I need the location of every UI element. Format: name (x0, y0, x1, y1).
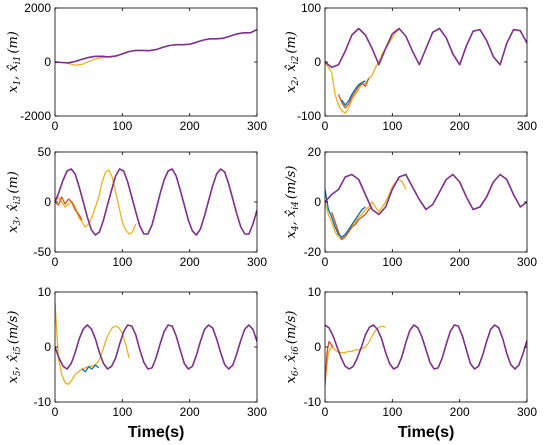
x-tick-label: 0 (322, 255, 329, 269)
x-tick-label: 100 (112, 255, 132, 269)
axes-box (324, 151, 528, 253)
y-tick-label: 100 (301, 1, 321, 15)
x-tick-label: 0 (52, 405, 59, 419)
x-tick-label: 200 (180, 405, 200, 419)
series-line-true_state (325, 27, 527, 69)
x-tick-label: 300 (517, 405, 537, 419)
x-axis-label: Time(s) (398, 424, 455, 441)
y-tick-label: -100 (297, 109, 321, 123)
y-axis-label: x2, x̂i2(m) (284, 31, 301, 93)
series-group (55, 302, 257, 386)
y-tick-label: 0 (314, 195, 321, 209)
series-line-true_state (325, 324, 527, 370)
axes-box (54, 7, 258, 117)
axes-box (54, 151, 258, 253)
y-axis-label: x1, x̂i1(m) (6, 31, 23, 93)
y-tick-label: 20 (308, 145, 322, 159)
series-line-estimate_1 (55, 302, 130, 386)
x-tick-label: 100 (382, 119, 402, 133)
series-line-estimate_1 (55, 169, 137, 235)
x-tick-label: 0 (52, 255, 59, 269)
series-line-estimate_1 (325, 325, 386, 381)
y-tick-label: -20 (304, 245, 322, 259)
y-axis-label: x4, x̂i4(m/s) (284, 166, 301, 239)
y-tick-label: 0 (44, 340, 51, 354)
series-group (325, 324, 527, 386)
x-tick-label: 200 (180, 255, 200, 269)
series-line-estimate_3 (341, 80, 366, 106)
x-tick-label: 300 (517, 119, 537, 133)
series-line-true_state (55, 324, 257, 370)
series-line-estimate_1 (325, 178, 407, 241)
y-tick-label: 2000 (24, 1, 51, 15)
y-tick-label: -10 (34, 395, 52, 409)
series-line-estimate_2 (325, 340, 334, 386)
series-group (55, 28, 257, 66)
x-tick-label: 300 (247, 255, 267, 269)
x-tick-label: 200 (180, 119, 200, 133)
x-tick-label: 100 (382, 255, 402, 269)
series-line-estimate_2 (55, 196, 83, 221)
y-axis-label: x6, x̂i6(m/s) (284, 311, 301, 384)
x-tick-label: 0 (322, 119, 329, 133)
x-tick-label: 200 (450, 119, 470, 133)
y-axis-label: x3, x̂i3(m) (6, 171, 23, 233)
x-tick-label: 200 (450, 405, 470, 419)
y-axis-label: x5, x̂i5(m/s) (6, 311, 23, 384)
y-tick-label: 0 (314, 340, 321, 354)
y-tick-label: -2000 (20, 109, 51, 123)
y-tick-label: -10 (304, 395, 322, 409)
axes-box (324, 7, 528, 117)
x-tick-label: 100 (382, 405, 402, 419)
x-tick-label: 300 (517, 255, 537, 269)
series-line-true_state (55, 28, 257, 64)
y-tick-label: 10 (38, 285, 52, 299)
x-tick-label: 300 (247, 119, 267, 133)
series-line-true_state (55, 168, 257, 236)
series-group (325, 173, 527, 241)
series-line-estimate_3 (325, 189, 366, 238)
x-tick-label: 0 (322, 405, 329, 419)
x-tick-label: 100 (112, 119, 132, 133)
axes-box (324, 291, 528, 403)
series-group (55, 168, 257, 236)
axes-box (54, 291, 258, 403)
y-tick-label: 50 (38, 145, 52, 159)
x-tick-label: 200 (450, 255, 470, 269)
series-line-true_state (325, 173, 527, 216)
y-tick-label: 0 (44, 195, 51, 209)
series-group (325, 27, 527, 114)
y-tick-label: -50 (34, 245, 52, 259)
y-tick-label: 10 (308, 285, 322, 299)
series-line-estimate_2 (337, 77, 370, 109)
x-tick-label: 300 (247, 405, 267, 419)
series-line-estimate_3 (81, 364, 100, 373)
series-line-estimate_2 (331, 206, 373, 241)
x-tick-label: 100 (112, 405, 132, 419)
y-tick-label: 0 (314, 55, 321, 69)
x-tick-label: 0 (52, 119, 59, 133)
y-tick-label: 0 (44, 55, 51, 69)
x-axis-label: Time(s) (128, 424, 185, 441)
